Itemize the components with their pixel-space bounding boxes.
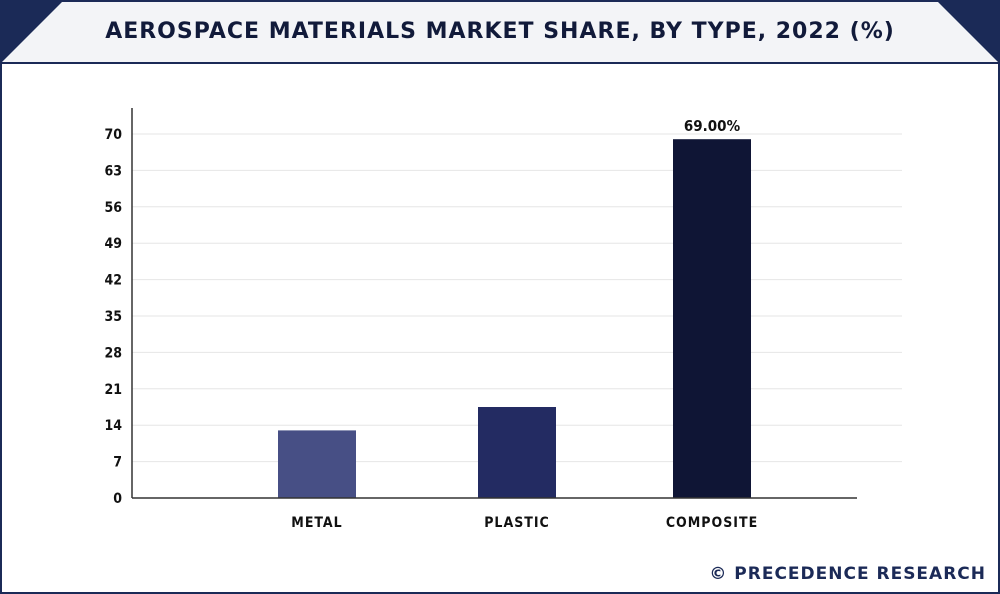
y-tick-label: 21 [104,382,122,398]
y-tick-label: 28 [104,345,122,361]
grid-lines [132,133,902,463]
x-category-label: METAL [291,515,342,531]
chart-title: AEROSPACE MATERIALS MARKET SHARE, BY TYP… [105,19,895,44]
y-tick-label: 42 [104,273,122,289]
bar-composite [673,139,751,498]
y-tick-label: 7 [113,455,122,471]
x-category-label: COMPOSITE [666,515,758,531]
bar-metal [278,430,356,498]
y-tick-label: 49 [104,236,122,252]
corner-triangle-right [938,2,998,62]
x-category-label: PLASTIC [484,515,550,531]
y-tick-label: 70 [104,127,122,143]
y-tick-label: 35 [104,309,122,325]
source-credit: © PRECEDENCE RESEARCH [709,564,986,584]
title-banner: AEROSPACE MATERIALS MARKET SHARE, BY TYP… [2,2,998,64]
corner-triangle-left [2,2,62,62]
y-tick-label: 63 [104,163,122,179]
bar-plastic [478,407,556,498]
y-tick-label: 56 [104,200,122,216]
category-labels: METAL PLASTIC COMPOSITE 69.00% [291,117,758,531]
data-label-composite: 69.00% [684,117,741,135]
bars [278,139,751,498]
y-tick-label: 14 [104,418,122,434]
y-tick-label: 0 [113,491,122,507]
y-axis-ticks: 0 7 14 21 28 35 42 49 56 63 70 [104,127,122,507]
